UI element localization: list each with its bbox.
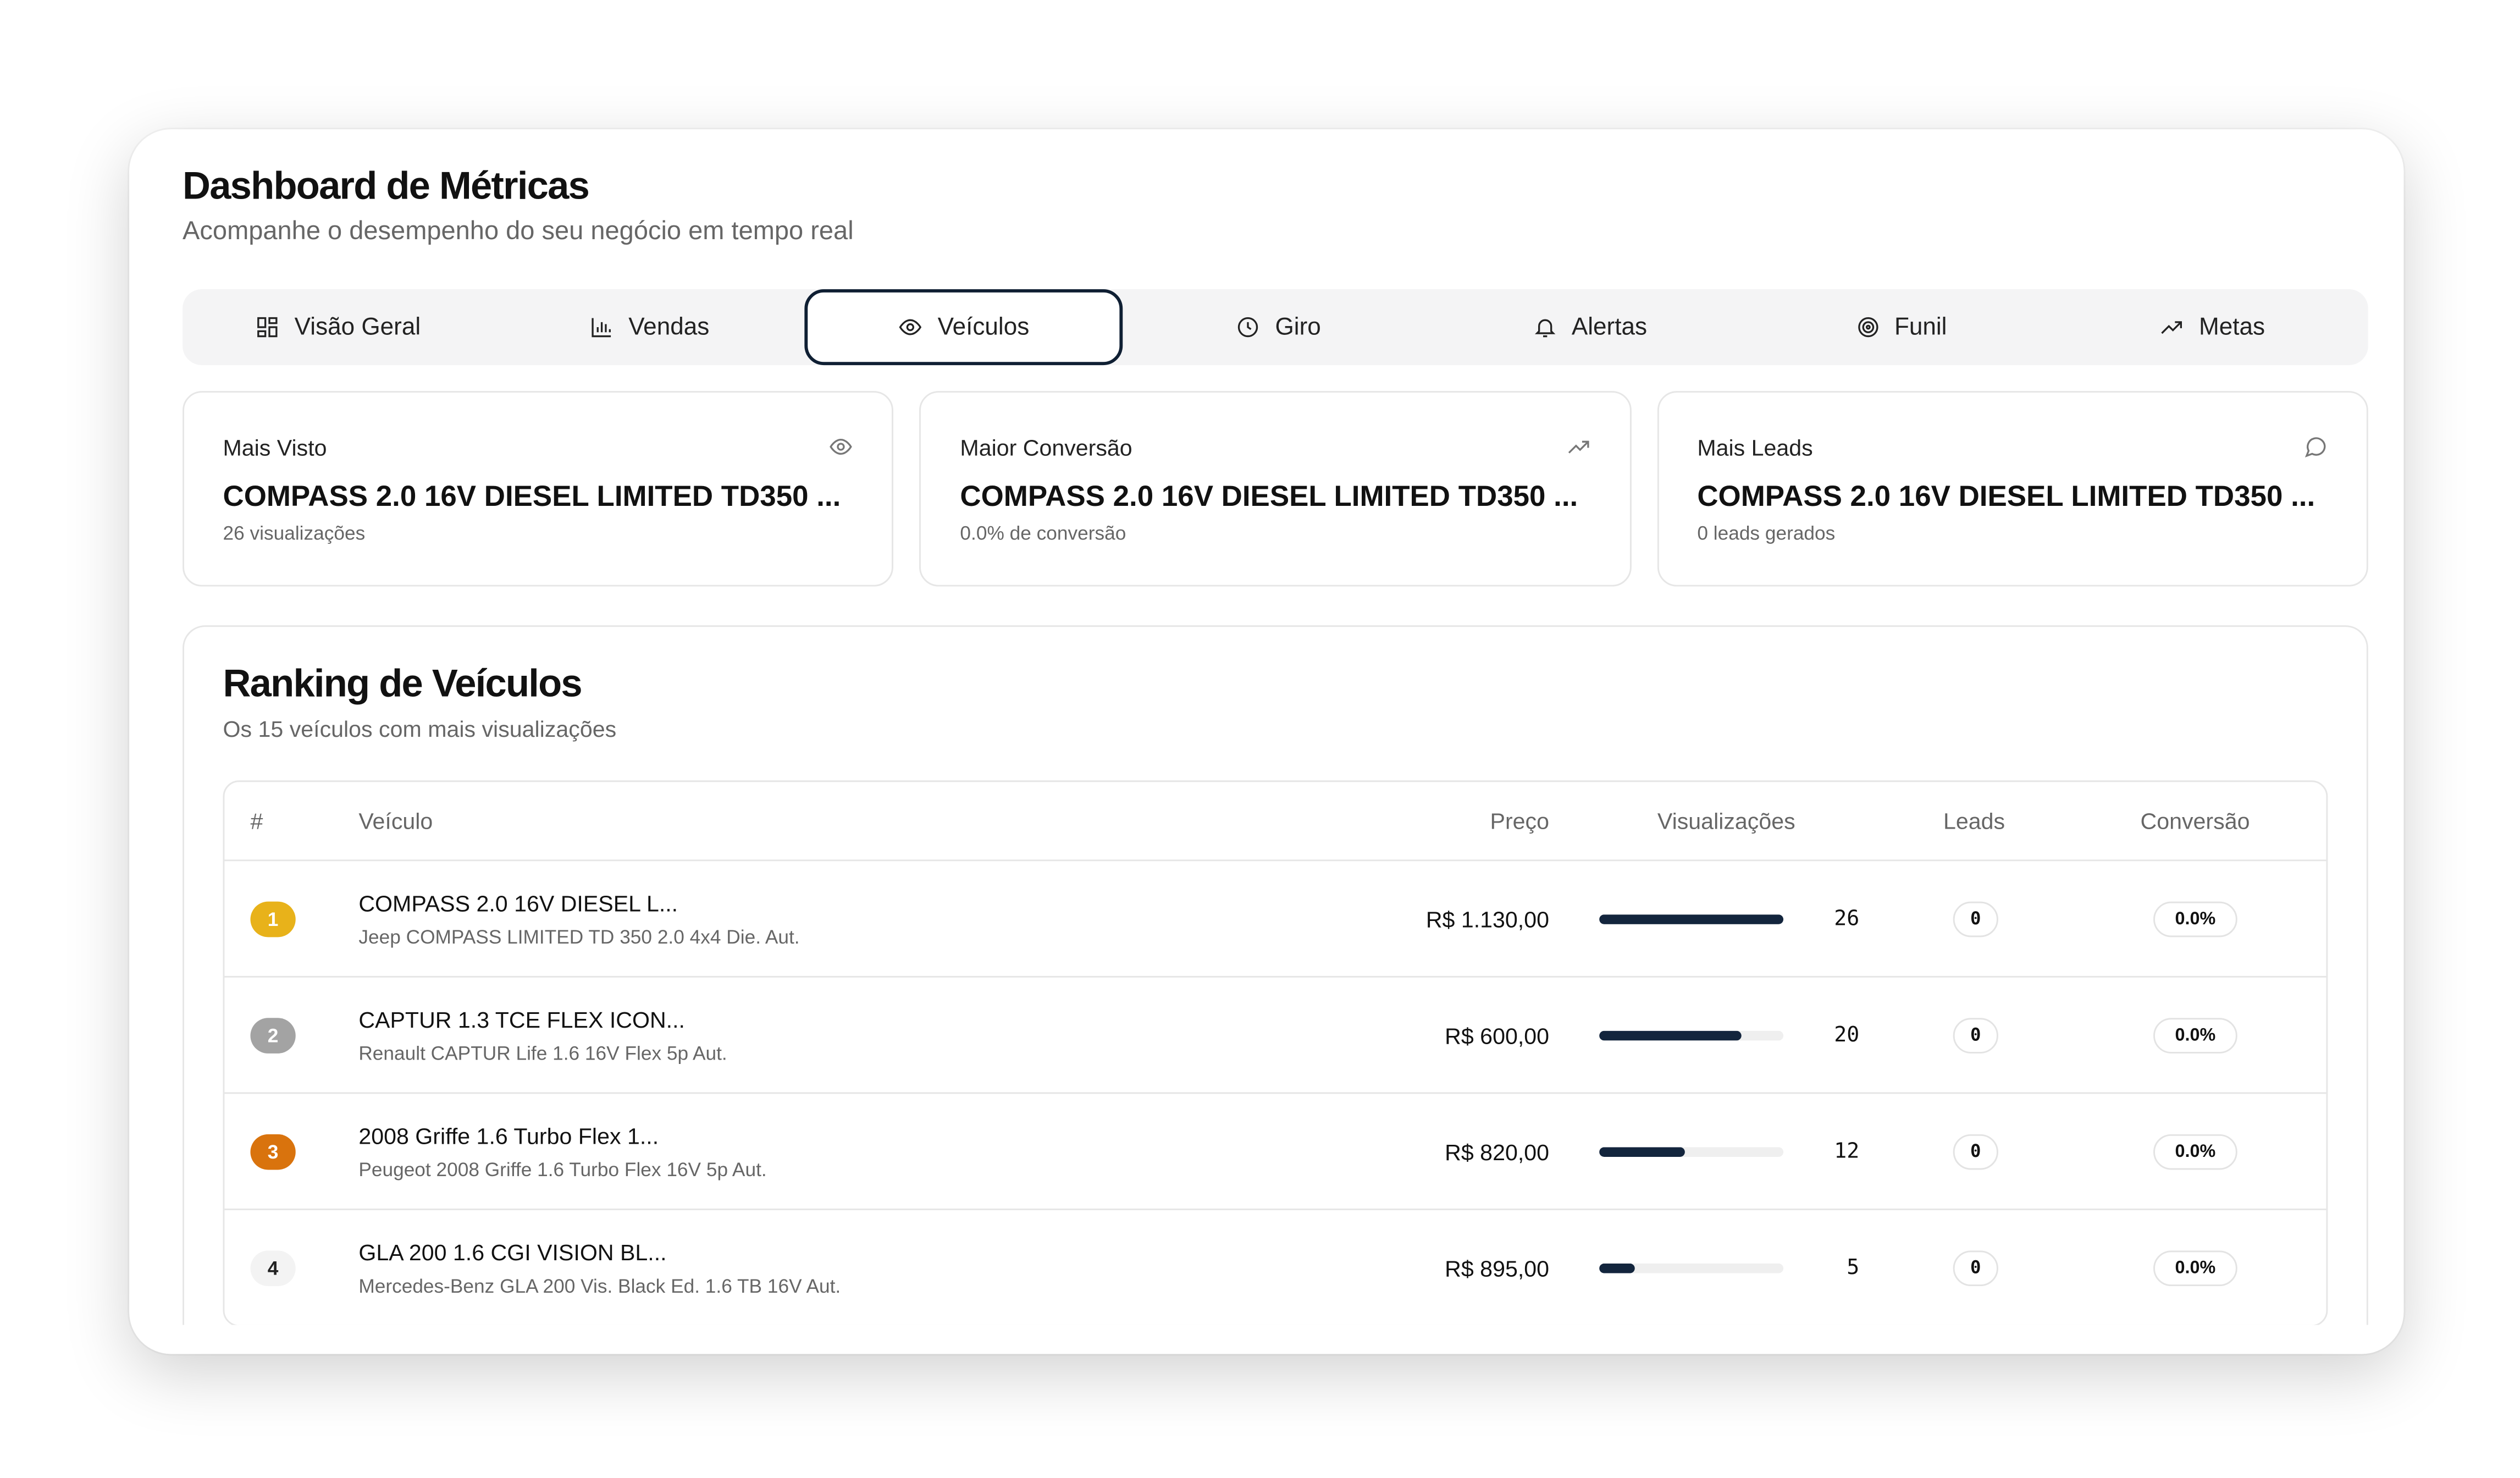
views-count: 5	[1847, 1255, 1860, 1280]
vehicle-price: R$ 895,00	[1445, 1254, 1550, 1281]
eye-icon	[899, 319, 922, 335]
stat-value: COMPASS 2.0 16V DIESEL LIMITED TD350 ...	[1697, 479, 2315, 512]
target-icon	[1858, 317, 1878, 338]
stat-description: 0 leads gerados	[1697, 522, 1836, 545]
table-row[interactable]: 2 CAPTUR 1.3 TCE FLEX ICON... Renault CA…	[224, 975, 2326, 1093]
vehicle-name: GLA 200 1.6 CGI VISION BL...	[358, 1238, 667, 1265]
vehicle-name: COMPASS 2.0 16V DIESEL L...	[358, 889, 678, 916]
conversion-badge: 0.0%	[2153, 1249, 2237, 1286]
tab-visao-geral[interactable]: Visão Geral	[183, 289, 494, 365]
ranking-subtitle: Os 15 veículos com mais visualizações	[223, 715, 617, 742]
page-subtitle: Acompanhe o desempenho do seu negócio em…	[183, 218, 854, 246]
conversion-badge: 0.0%	[2153, 1133, 2237, 1170]
table-row[interactable]: 1 COMPASS 2.0 16V DIESEL L... Jeep COMPA…	[224, 859, 2326, 976]
stat-value: COMPASS 2.0 16V DIESEL LIMITED TD350 ...	[960, 479, 1578, 512]
tab-label: Giro	[1275, 313, 1321, 341]
vehicle-cell: 2008 Griffe 1.6 Turbo Flex 1... Peugeot …	[358, 1122, 766, 1181]
rank-badge: 3	[250, 1133, 296, 1170]
vehicle-price: R$ 820,00	[1445, 1138, 1550, 1165]
leads-badge: 0	[1953, 1249, 1998, 1286]
table-row[interactable]: 4 GLA 200 1.6 CGI VISION BL... Mercedes-…	[224, 1208, 2326, 1325]
views-bar	[1599, 1030, 1784, 1040]
rank-badge: 4	[250, 1249, 296, 1286]
table-row[interactable]: 3 2008 Griffe 1.6 Turbo Flex 1... Peugeo…	[224, 1092, 2326, 1209]
ranking-card: Ranking de Veículos Os 15 veículos com m…	[183, 625, 2368, 1325]
vehicle-model: Mercedes-Benz GLA 200 Vis. Black Ed. 1.6…	[358, 1274, 841, 1297]
tab-label: Funil	[1894, 313, 1947, 341]
vehicle-name: 2008 Griffe 1.6 Turbo Flex 1...	[358, 1122, 659, 1148]
vehicle-cell: CAPTUR 1.3 TCE FLEX ICON... Renault CAPT…	[358, 1006, 727, 1064]
eye-icon	[830, 438, 853, 455]
clock-icon	[1238, 317, 1259, 338]
views-count: 20	[1834, 1023, 1860, 1047]
col-leads: Leads	[1943, 808, 2005, 834]
vehicle-model: Jeep COMPASS LIMITED TD 350 2.0 4x4 Die.…	[358, 925, 800, 948]
tab-label: Alertas	[1571, 313, 1648, 341]
trending-up-icon	[1567, 440, 1589, 454]
stat-label: Mais Visto	[223, 434, 327, 461]
stat-card-mais-leads: Mais Leads COMPASS 2.0 16V DIESEL LIMITE…	[1656, 391, 2368, 587]
conversion-badge: 0.0%	[2153, 901, 2237, 936]
views-bar	[1599, 1146, 1784, 1156]
tab-label: Metas	[2198, 313, 2265, 341]
views-count: 12	[1834, 1139, 1860, 1163]
ranking-table: # Veículo Preço Visualizações Leads Conv…	[223, 780, 2328, 1325]
tab-vendas[interactable]: Vendas	[494, 289, 805, 365]
tab-giro[interactable]: Giro	[1123, 289, 1434, 365]
col-conversion: Conversão	[2140, 808, 2250, 834]
stat-label: Mais Leads	[1697, 434, 1813, 461]
views-bar-fill	[1599, 1030, 1741, 1040]
views-bar	[1599, 913, 1784, 924]
tab-label: Visão Geral	[294, 313, 421, 341]
page-title: Dashboard de Métricas	[183, 164, 590, 209]
col-price: Preço	[1490, 808, 1550, 834]
vehicle-price: R$ 1.130,00	[1425, 906, 1550, 932]
rank-badge: 1	[250, 901, 296, 936]
stat-value: COMPASS 2.0 16V DIESEL LIMITED TD350 ...	[223, 479, 841, 512]
rank-badge: 2	[250, 1017, 296, 1053]
vehicle-cell: GLA 200 1.6 CGI VISION BL... Mercedes-Be…	[358, 1238, 841, 1297]
conversion-badge: 0.0%	[2153, 1017, 2237, 1053]
vehicle-model: Renault CAPTUR Life 1.6 16V Flex 5p Aut.	[358, 1041, 727, 1065]
vehicle-model: Peugeot 2008 Griffe 1.6 Turbo Flex 16V 5…	[358, 1157, 767, 1181]
tab-metas[interactable]: Metas	[2057, 289, 2368, 365]
stat-card-maior-conversao: Maior Conversão COMPASS 2.0 16V DIESEL L…	[919, 391, 1631, 587]
dashboard-window: Dashboard de Métricas Acompanhe o desemp…	[129, 129, 2404, 1354]
leads-badge: 0	[1953, 1133, 1998, 1170]
message-icon	[2305, 437, 2326, 457]
stat-description: 26 visualizações	[223, 522, 366, 545]
leads-badge: 0	[1953, 1017, 1998, 1053]
stat-card-mais-visto: Mais Visto COMPASS 2.0 16V DIESEL LIMITE…	[183, 391, 894, 587]
views-count: 26	[1834, 906, 1860, 931]
views-bar-fill	[1599, 913, 1784, 924]
vehicle-name: CAPTUR 1.3 TCE FLEX ICON...	[358, 1006, 685, 1032]
bell-icon	[1534, 319, 1556, 338]
views-bar	[1599, 1262, 1784, 1273]
col-vehicle: Veículo	[358, 808, 433, 834]
trending-up-icon	[2161, 321, 2182, 334]
vehicle-cell: COMPASS 2.0 16V DIESEL L... Jeep COMPASS…	[358, 890, 799, 948]
views-bar-fill	[1599, 1262, 1635, 1273]
tab-label: Vendas	[628, 313, 710, 341]
bar-chart-icon	[592, 318, 611, 338]
leads-badge: 0	[1953, 901, 1998, 936]
stat-description: 0.0% de conversão	[960, 522, 1126, 545]
grid-icon	[258, 317, 278, 338]
tab-label: Veículos	[937, 313, 1030, 341]
table-header: # Veículo Preço Visualizações Leads Conv…	[224, 782, 2326, 859]
vehicle-price: R$ 600,00	[1445, 1022, 1550, 1048]
tab-bar: Visão Geral Vendas Veículos Giro Alertas…	[183, 289, 2368, 366]
tab-veiculos[interactable]: Veículos	[805, 289, 1123, 366]
tab-funil[interactable]: Funil	[1745, 289, 2057, 365]
views-bar-fill	[1599, 1146, 1684, 1156]
ranking-title: Ranking de Veículos	[223, 662, 583, 707]
col-views: Visualizações	[1657, 808, 1795, 834]
tab-alertas[interactable]: Alertas	[1434, 289, 1745, 365]
stat-label: Maior Conversão	[960, 434, 1132, 461]
col-rank: #	[250, 808, 263, 834]
